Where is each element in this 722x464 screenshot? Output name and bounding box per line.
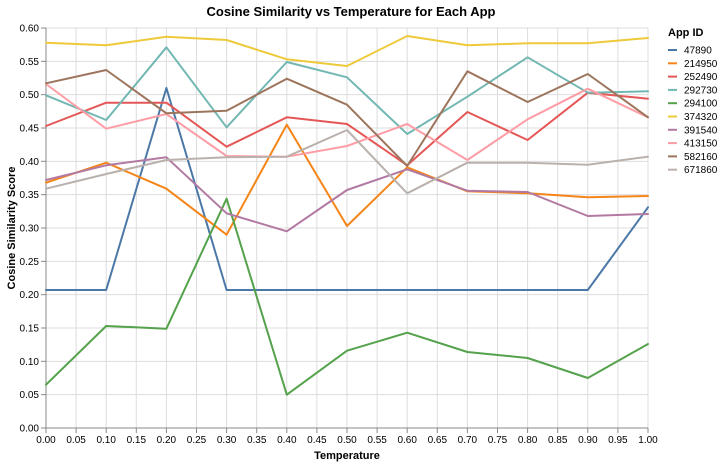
x-tick-label: 0.45 (307, 435, 327, 446)
series-line-413150 (45, 83, 649, 161)
x-axis-title: Temperature (314, 450, 380, 462)
series-line-292730 (45, 46, 649, 135)
series-line-391540 (45, 156, 649, 233)
y-tick-label: 0.00 (20, 424, 40, 435)
series-line-294100 (45, 197, 649, 396)
y-tick-label: 0.60 (20, 24, 40, 35)
x-tick-label: 0.50 (337, 435, 357, 446)
y-tick-label: 0.50 (20, 90, 40, 101)
x-tick-label: 0.55 (367, 435, 387, 446)
legend-label: 413150 (684, 139, 718, 150)
legend-label: 671860 (684, 165, 718, 176)
legend-label: 214950 (684, 59, 718, 70)
series-line-374320 (45, 35, 649, 67)
x-tick-label: 0.00 (36, 435, 56, 446)
series-line-671860 (45, 129, 649, 195)
y-tick-label: 0.25 (20, 257, 40, 268)
y-tick-label: 0.45 (20, 124, 40, 135)
legend-label: 582160 (684, 152, 718, 163)
x-tick-label: 0.10 (96, 435, 116, 446)
legend-label: 252490 (684, 72, 718, 83)
y-tick-label: 0.30 (20, 224, 40, 235)
y-tick-label: 0.55 (20, 57, 40, 68)
x-tick-label: 0.85 (548, 435, 568, 446)
y-axis-title: Cosine Similarity Score (6, 167, 18, 290)
x-tick-label: 0.75 (488, 435, 508, 446)
legend-label: 47890 (684, 46, 712, 57)
x-tick-label: 0.20 (157, 435, 177, 446)
x-tick-label: 1.00 (638, 435, 658, 446)
x-tick-label: 0.05 (66, 435, 86, 446)
series-line-582160 (45, 69, 649, 167)
y-tick-label: 0.15 (20, 324, 40, 335)
legend-title: App ID (668, 27, 703, 39)
series-line-47890 (45, 87, 649, 291)
series-line-252490 (45, 91, 649, 167)
x-tick-label: 0.40 (277, 435, 297, 446)
x-tick-label: 0.70 (458, 435, 478, 446)
y-tick-label: 0.20 (20, 290, 40, 301)
y-tick-label: 0.35 (20, 190, 40, 201)
x-tick-label: 0.65 (428, 435, 448, 446)
chart-title: Cosine Similarity vs Temperature for Eac… (207, 4, 496, 19)
x-tick-label: 0.35 (247, 435, 267, 446)
legend-label: 374320 (684, 112, 718, 123)
x-tick-label: 0.15 (127, 435, 147, 446)
legend-label: 391540 (684, 125, 718, 136)
x-tick-label: 0.60 (397, 435, 417, 446)
legend-label: 294100 (684, 99, 718, 110)
y-tick-label: 0.05 (20, 390, 40, 401)
x-tick-label: 0.80 (518, 435, 538, 446)
series-line-214950 (45, 123, 649, 236)
axes: 0.00 0.05 0.10 0.15 0.20 0.25 0.30 0.35 0.40 0.45… (20, 24, 659, 447)
series-lines (45, 35, 649, 396)
legend-label: 292730 (684, 85, 718, 96)
x-tick-label: 0.90 (578, 435, 598, 446)
x-tick-label: 0.95 (608, 435, 628, 446)
y-tick-label: 0.10 (20, 357, 40, 368)
legend: App ID 47890 214950 252490 292730 294100 3743… (668, 27, 718, 176)
x-tick-label: 0.30 (217, 435, 237, 446)
y-tick-label: 0.40 (20, 157, 40, 168)
x-tick-label: 0.25 (187, 435, 207, 446)
